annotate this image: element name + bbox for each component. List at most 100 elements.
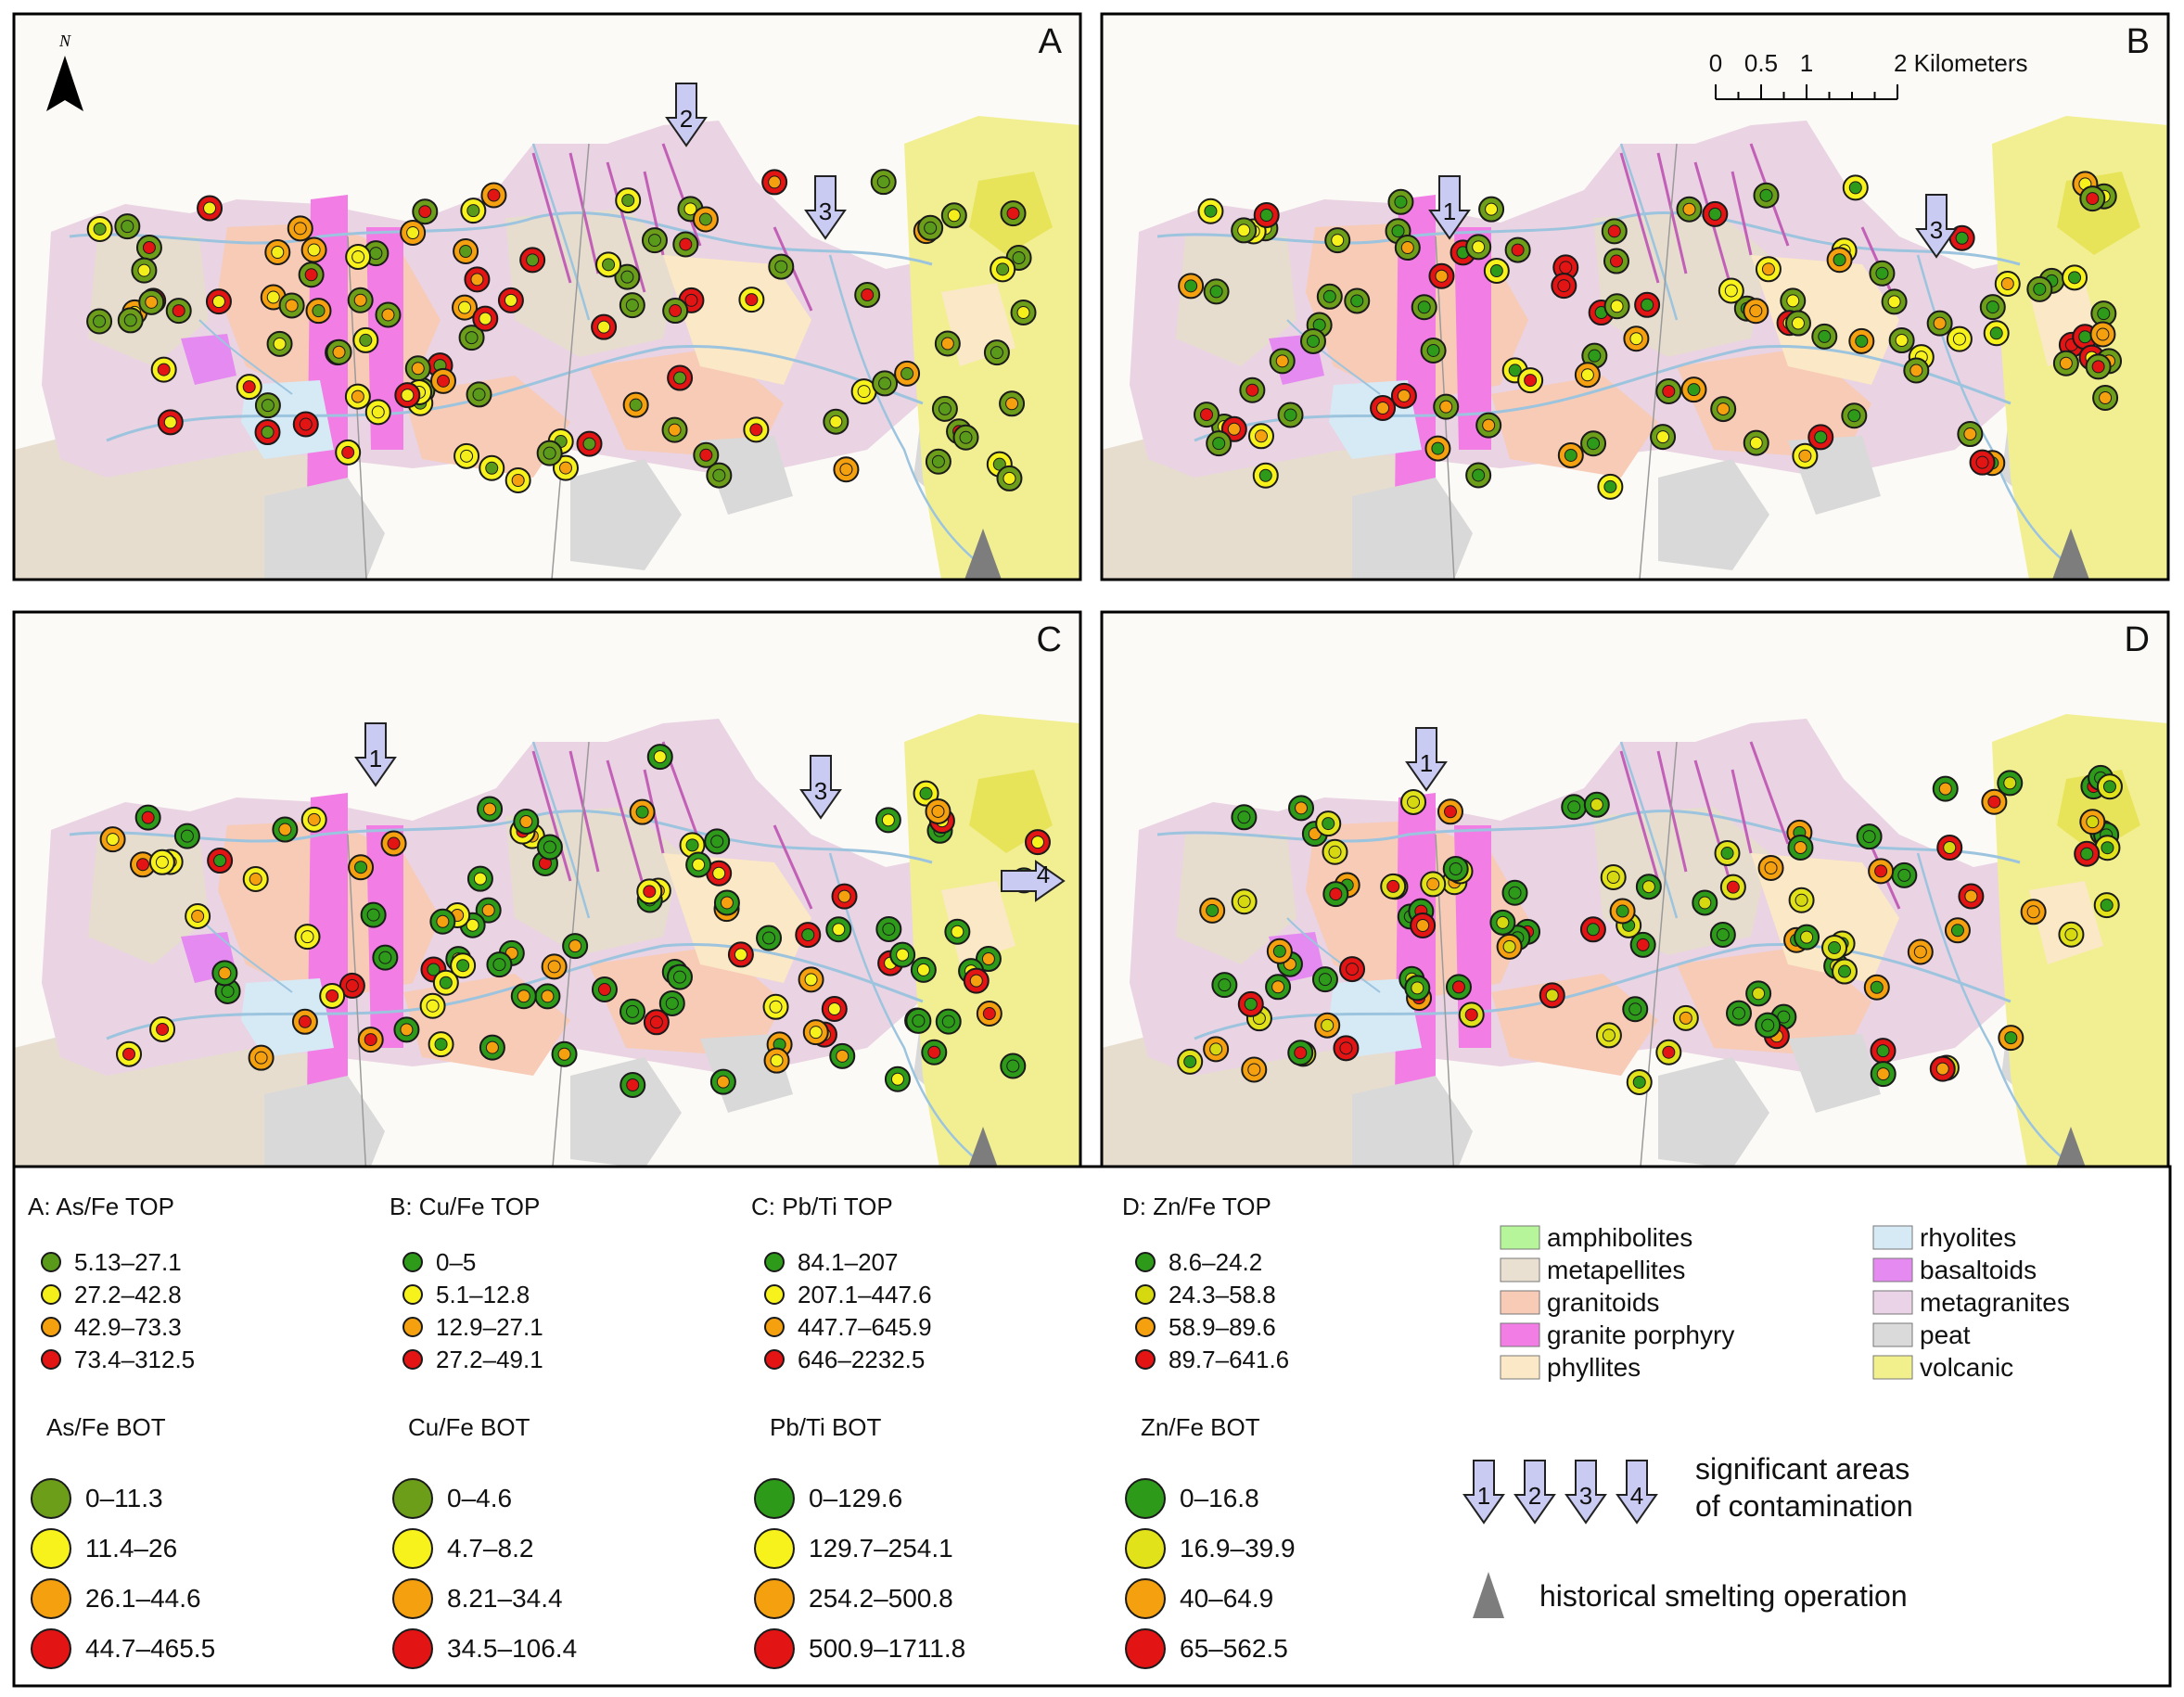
sample-top-marker: [1656, 430, 1670, 444]
sample-top-marker: [1761, 262, 1775, 276]
sample-top-marker: [145, 295, 159, 309]
sample-top-marker: [1794, 893, 1808, 907]
sample-top-marker: [1271, 980, 1285, 994]
sample-top-marker: [332, 345, 346, 359]
sample-top-marker: [304, 268, 318, 282]
sample-top-marker: [155, 855, 169, 869]
sample-top-marker: [626, 1078, 640, 1091]
sample-top-marker: [931, 804, 945, 818]
sample-top-marker: [996, 262, 1010, 276]
sample-top-marker: [1987, 795, 2001, 809]
legend-bot-swatch: [392, 1528, 433, 1569]
sample-top-marker: [774, 260, 788, 274]
sample-top-marker: [912, 1014, 926, 1027]
geology-label: rhyolites: [1920, 1223, 2016, 1252]
legend-bot-swatch: [31, 1628, 71, 1669]
sample-top-marker: [668, 423, 682, 437]
legend-bot-label: 16.9–39.9: [1180, 1534, 1296, 1563]
sample-top-marker: [1322, 817, 1335, 831]
sample-top-marker: [1464, 1008, 1478, 1022]
sample-top-marker: [1629, 332, 1643, 346]
sample-top-marker: [1587, 437, 1601, 451]
sample-top-marker: [436, 374, 450, 388]
sample-top-marker: [1564, 448, 1577, 462]
geology-swatch: [1500, 1290, 1540, 1315]
arrow-legend-text: significant areas: [1695, 1452, 1909, 1486]
sample-top-marker: [218, 966, 232, 980]
sample-top-marker: [213, 854, 227, 868]
sample-top-marker: [1602, 1028, 1616, 1042]
sample-top-marker: [456, 959, 470, 973]
legend-bot-label: 500.9–1711.8: [809, 1634, 965, 1663]
legend-top-title: D: Zn/Fe TOP: [1122, 1193, 1271, 1220]
map-panel-d: 1D: [1100, 610, 2170, 1180]
sample-top-marker: [692, 858, 706, 872]
legend-top-label: 58.9–89.6: [1169, 1313, 1276, 1341]
sample-top-marker: [371, 405, 385, 419]
sample-top-marker: [829, 415, 843, 428]
geology-basemap: [1102, 14, 2168, 580]
sample-top-marker: [122, 1047, 136, 1061]
sample-top-marker: [378, 951, 392, 964]
legend-group-2: B: Cu/Fe TOP 0–5 5.1–12.8 12.9–27.1 27.2–49.…: [390, 1193, 577, 1669]
sample-top-marker: [381, 308, 395, 322]
geology-legend: amphibolites metapellites granitoids granit…: [1500, 1223, 2070, 1382]
sample-top-marker: [1641, 880, 1655, 894]
sample-top-marker: [1331, 234, 1345, 248]
sample-top-marker: [1496, 915, 1510, 929]
legend-top-label: 73.4–312.5: [74, 1346, 195, 1373]
geology-label: granitoids: [1547, 1288, 1659, 1317]
arrow-legend-number: 4: [1630, 1482, 1643, 1510]
legend-bot-label: 254.2–500.8: [809, 1584, 953, 1613]
geology-swatch: [1500, 1257, 1540, 1282]
sample-top-marker: [93, 222, 107, 236]
scale-bar-label: 2 Kilometers: [1894, 49, 2028, 77]
arrow-number: 2: [680, 105, 693, 133]
sample-top-marker: [1003, 471, 1016, 485]
sample-top-marker: [809, 1026, 823, 1040]
sample-top-marker: [485, 1040, 499, 1054]
sample-top-marker: [626, 1004, 640, 1018]
legend-bot-label: 4.7–8.2: [447, 1534, 533, 1563]
geology-label: metagranites: [1920, 1288, 2070, 1317]
geology-label: basaltoids: [1920, 1256, 2037, 1284]
sample-top-marker: [745, 293, 759, 307]
sample-top-marker: [1986, 300, 1999, 314]
sample-top-marker: [673, 371, 687, 385]
sample-top-marker: [1339, 1041, 1353, 1055]
legend-top-swatch: [1135, 1317, 1156, 1337]
legend-bot-label: 11.4–26: [85, 1534, 177, 1563]
sample-top-marker: [1708, 207, 1722, 221]
map-panel-b: 1 3 B 0 0.5 1 2 Kilometers: [1100, 12, 2170, 581]
sample-top-marker: [625, 299, 639, 313]
legend-top-swatch: [402, 1317, 423, 1337]
sample-top-marker: [1586, 923, 1600, 937]
sample-top-marker: [1798, 449, 1812, 463]
sample-top-marker: [876, 175, 890, 189]
sample-top-marker: [1346, 963, 1360, 976]
sample-top-marker: [749, 423, 763, 437]
sample-top-marker: [597, 983, 611, 997]
sample-top-marker: [1184, 279, 1198, 293]
smelter-icon: [1473, 1572, 1504, 1618]
sample-top-marker: [2033, 282, 2047, 296]
sample-top-marker: [927, 1045, 941, 1059]
legend-top-swatch: [1135, 1349, 1156, 1370]
sample-top-marker: [351, 389, 364, 403]
sample-top-marker: [981, 952, 995, 966]
legend-frame: [12, 1165, 2172, 1688]
sample-top-marker: [1318, 973, 1332, 987]
arrow-number: 4: [1037, 861, 1050, 888]
legend-top-label: 89.7–641.6: [1169, 1346, 1289, 1373]
sample-top-marker: [1386, 879, 1400, 893]
sample-top-marker: [2000, 277, 2014, 291]
arrow-legend-2: 2: [1513, 1460, 1556, 1525]
legend-top-label: 42.9–73.3: [74, 1313, 182, 1341]
sample-top-marker: [1557, 279, 1571, 293]
sample-top-marker: [2059, 356, 2073, 370]
sample-top-marker: [1443, 805, 1457, 819]
sample-top-marker: [2091, 360, 2105, 374]
sample-top-marker: [1328, 845, 1342, 859]
sample-top-marker: [458, 300, 472, 314]
